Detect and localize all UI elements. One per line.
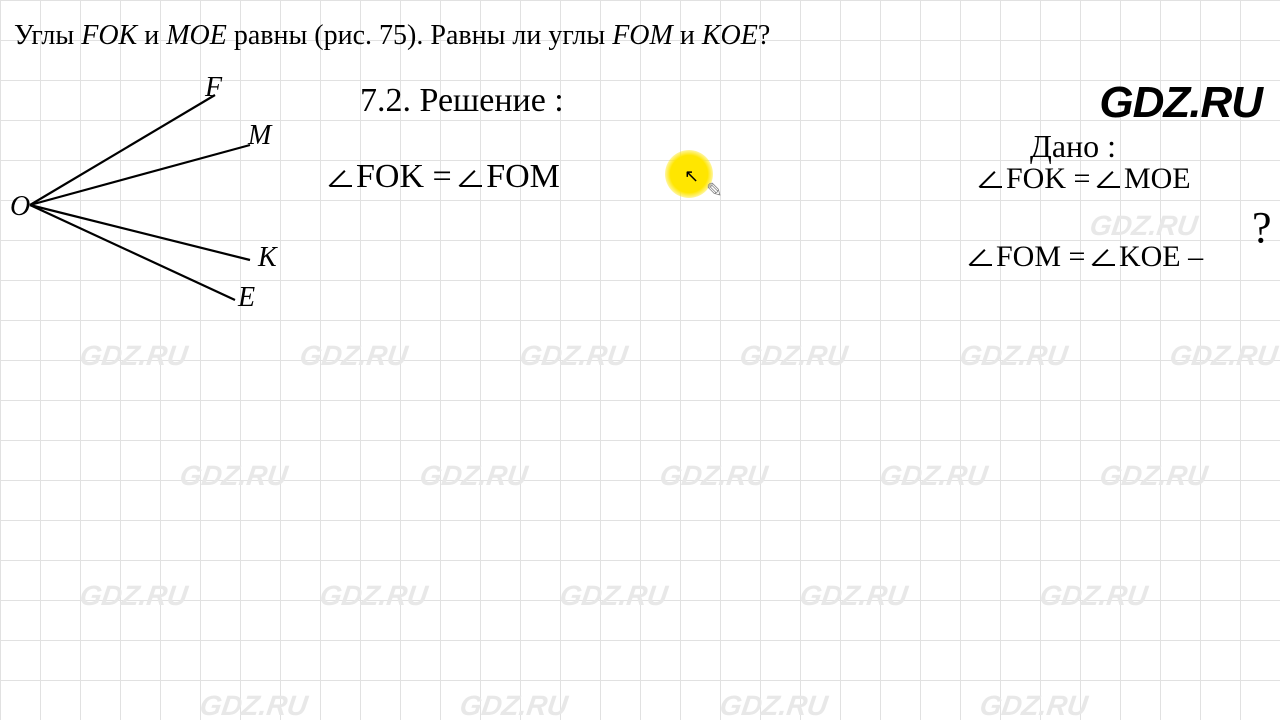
angle-icon	[1093, 244, 1115, 266]
text: –	[1188, 240, 1203, 273]
point-label-M: M	[248, 120, 271, 152]
given-line-1: FOK = MOE	[980, 162, 1191, 196]
point-label-O: O	[10, 191, 30, 223]
text: FOM	[486, 158, 560, 195]
ray	[30, 145, 250, 205]
ray	[30, 95, 215, 205]
given-heading: Дано :	[1030, 128, 1116, 165]
text: и	[137, 20, 166, 51]
text: ?	[758, 20, 770, 51]
angle-name: KOE	[702, 20, 758, 51]
text: FOK	[1006, 162, 1066, 195]
angle-icon	[970, 244, 992, 266]
text: FOM	[996, 240, 1061, 273]
brush-icon: ✎	[706, 178, 723, 203]
question-mark: ?	[1252, 202, 1272, 253]
text: KOE	[1119, 240, 1181, 273]
given-line-2: FOM = KOE –	[970, 240, 1203, 274]
point-label-K: K	[258, 242, 277, 274]
solution-line-1: FOK = FOM	[330, 158, 560, 196]
angle-diagram: O FM KE	[10, 70, 290, 330]
text: =	[1074, 162, 1091, 195]
text: и	[673, 20, 702, 51]
solution-title: 7.2. Решение :	[360, 82, 564, 120]
angle-icon	[980, 166, 1002, 188]
angle-icon	[1098, 166, 1120, 188]
angle-icon	[460, 165, 482, 187]
text: =	[1069, 240, 1086, 273]
text: равны (рис. 75). Равны ли углы	[227, 20, 612, 51]
problem-statement: Углы FOK и MOE равны (рис. 75). Равны ли…	[14, 20, 770, 52]
point-label-F: F	[205, 72, 222, 104]
ray	[30, 205, 235, 300]
text: FOK =	[356, 158, 460, 195]
ray	[30, 205, 250, 260]
cursor-icon: ↖	[684, 166, 699, 187]
angle-name: FOK	[81, 20, 137, 51]
angle-name: FOM	[612, 20, 673, 51]
angle-name: MOE	[166, 20, 227, 51]
text: Углы	[14, 20, 81, 51]
angle-icon	[330, 165, 352, 187]
point-label-E: E	[238, 282, 255, 314]
text: MOE	[1124, 162, 1191, 195]
site-logo: GDZ.RU	[1099, 78, 1262, 128]
